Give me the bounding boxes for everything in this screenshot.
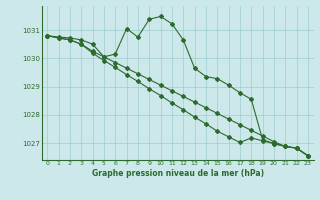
X-axis label: Graphe pression niveau de la mer (hPa): Graphe pression niveau de la mer (hPa): [92, 169, 264, 178]
